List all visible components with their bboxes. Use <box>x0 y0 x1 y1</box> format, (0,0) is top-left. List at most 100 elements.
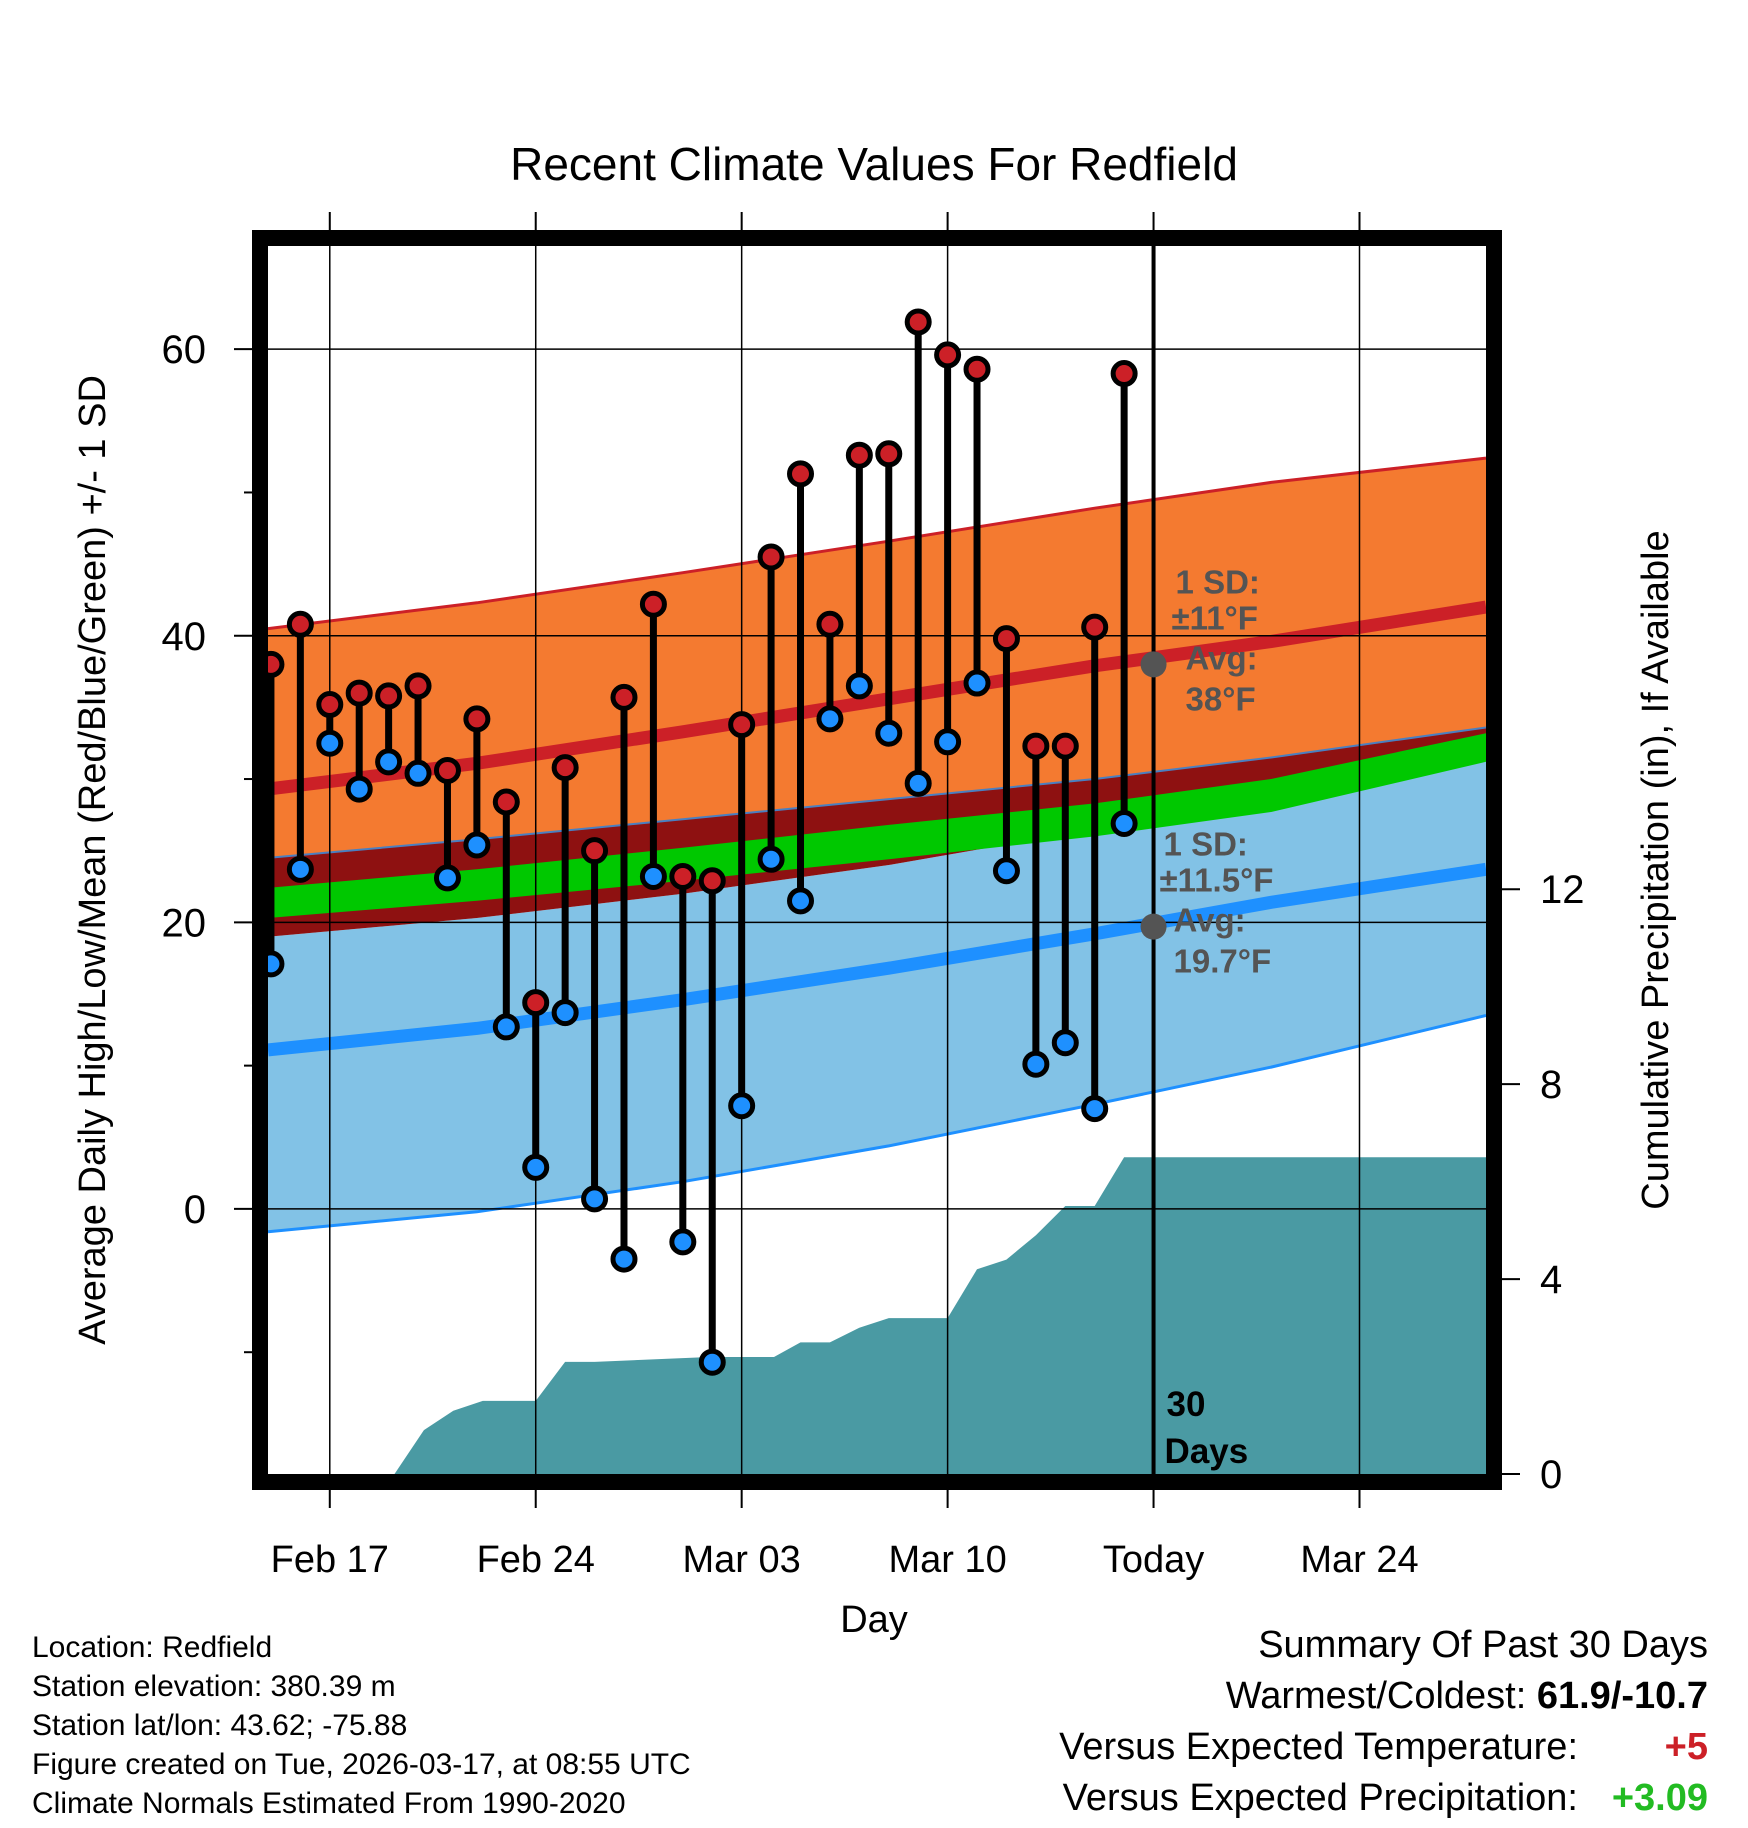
temp-row: Versus Expected Temperature: +5 <box>1059 1722 1708 1773</box>
daily-high-point <box>1051 732 1079 760</box>
y-axis-label: Average Daily High/Low/Mean (Red/Blue/Gr… <box>72 375 114 1345</box>
precip-value: +3.09 <box>1611 1777 1708 1819</box>
station-info: Location: Redfield Station elevation: 38… <box>32 1628 691 1823</box>
high-sd-annotation: 38°F <box>1186 680 1256 717</box>
daily-low-point <box>698 1348 726 1376</box>
y2-tick-label: 8 <box>1540 1063 1562 1107</box>
x-tick-label: Feb 24 <box>477 1539 595 1581</box>
daily-low-point <box>404 759 432 787</box>
daily-low-point <box>581 1185 609 1213</box>
low-sd-band <box>268 760 1486 1232</box>
y2-tick-label: 4 <box>1540 1258 1562 1302</box>
daily-high-point <box>522 989 550 1017</box>
daily-high-point <box>963 355 991 383</box>
daily-low-point <box>787 887 815 915</box>
y-tick-label: 40 <box>162 615 207 659</box>
daily-low-point <box>1051 1029 1079 1057</box>
high-sd-annotation: ±11°F <box>1172 599 1258 636</box>
location-text: Location: Redfield <box>32 1631 273 1664</box>
daily-high-point <box>316 691 344 719</box>
daily-low-point <box>875 719 903 747</box>
daily-high-point <box>463 705 491 733</box>
daily-low-point <box>610 1245 638 1273</box>
high-sd-annotation: Avg: <box>1186 639 1258 676</box>
x-tick-label: Mar 24 <box>1300 1539 1418 1581</box>
daily-high-point <box>787 460 815 488</box>
daily-high-point <box>1081 613 1109 641</box>
precip-area <box>268 1157 1486 1474</box>
daily-high-point <box>345 679 373 707</box>
temp-label: Versus Expected Temperature: <box>1059 1726 1578 1768</box>
high-sd-annotation: 1 SD: <box>1176 563 1260 600</box>
daily-low-point <box>639 862 667 890</box>
daily-high-point <box>1110 360 1138 388</box>
daily-low-point <box>728 1092 756 1120</box>
daily-low-point <box>286 855 314 883</box>
daily-low-point <box>816 705 844 733</box>
normals-text: Climate Normals Estimated From 1990-2020 <box>32 1787 626 1820</box>
y2-tick-label: 0 <box>1540 1453 1562 1497</box>
daily-high-point <box>286 610 314 638</box>
daily-low-point <box>934 728 962 756</box>
daily-high-point <box>875 440 903 468</box>
daily-high-point <box>669 862 697 890</box>
plot-frame <box>252 230 1502 1490</box>
chart-title: Recent Climate Values For Redfield <box>510 138 1238 190</box>
daily-low-point <box>845 672 873 700</box>
daily-low-point <box>522 1153 550 1181</box>
daily-low-point <box>1022 1050 1050 1078</box>
precip-label: Versus Expected Precipitation: <box>1062 1777 1578 1819</box>
daily-high-point <box>404 672 432 700</box>
daily-high-point <box>610 683 638 711</box>
low-normal-line <box>268 862 1486 1057</box>
daily-high-point <box>845 441 873 469</box>
daily-low-point <box>463 831 491 859</box>
x-tick-label: Mar 03 <box>683 1539 801 1581</box>
low-sd-annotation: 1 SD: <box>1164 826 1248 863</box>
daily-low-point <box>375 748 403 776</box>
precip-row: Versus Expected Precipitation: +3.09 <box>1059 1773 1708 1824</box>
y-tick-label: 20 <box>162 901 207 945</box>
daily-high-point <box>757 543 785 571</box>
summary-title: Summary Of Past 30 Days <box>1258 1624 1708 1666</box>
days-count-label: 30 <box>1167 1385 1206 1424</box>
daily-high-point <box>816 610 844 638</box>
x-tick-label: Mar 10 <box>888 1539 1006 1581</box>
daily-low-point <box>963 669 991 697</box>
summary-panel: Summary Of Past 30 Days Warmest/Coldest:… <box>1059 1620 1708 1824</box>
elevation-text: Station elevation: 380.39 m <box>32 1670 396 1703</box>
daily-high-point <box>639 590 667 618</box>
daily-low-point <box>669 1228 697 1256</box>
daily-low-point <box>345 775 373 803</box>
high-normal-marker <box>1140 651 1167 678</box>
daily-high-point <box>551 754 579 782</box>
daily-low-point <box>492 1013 520 1041</box>
latlon-text: Station lat/lon: 43.62; -75.88 <box>32 1709 408 1742</box>
low-lower-edge <box>268 1014 1486 1234</box>
low-sd-annotation: ±11.5°F <box>1160 862 1274 899</box>
y-tick-label: 60 <box>162 328 207 372</box>
daily-high-point <box>904 308 932 336</box>
daily-high-point <box>698 867 726 895</box>
daily-high-point <box>433 756 461 784</box>
days-count-label: Days <box>1165 1432 1249 1471</box>
daily-high-point <box>375 682 403 710</box>
y2-axis-label: Cumulative Precipitation (in), If Availa… <box>1635 530 1677 1209</box>
low-normal-marker <box>1140 913 1167 940</box>
y2-tick-label: 12 <box>1540 868 1585 912</box>
daily-low-point <box>992 857 1020 885</box>
warm-cold-label: Warmest/Coldest: <box>1225 1675 1537 1717</box>
temp-value: +5 <box>1664 1726 1708 1768</box>
daily-high-point <box>992 625 1020 653</box>
created-text: Figure created on Tue, 2026-03-17, at 08… <box>32 1748 691 1781</box>
daily-low-point <box>1081 1095 1109 1123</box>
daily-low-point <box>904 769 932 797</box>
x-axis-label: Day <box>840 1599 908 1641</box>
x-tick-label: Feb 17 <box>271 1539 389 1581</box>
warm-cold-value: 61.9/-10.7 <box>1536 1675 1708 1717</box>
daily-high-point <box>934 341 962 369</box>
daily-low-point <box>1110 809 1138 837</box>
daily-high-point <box>728 711 756 739</box>
daily-low-point <box>757 845 785 873</box>
